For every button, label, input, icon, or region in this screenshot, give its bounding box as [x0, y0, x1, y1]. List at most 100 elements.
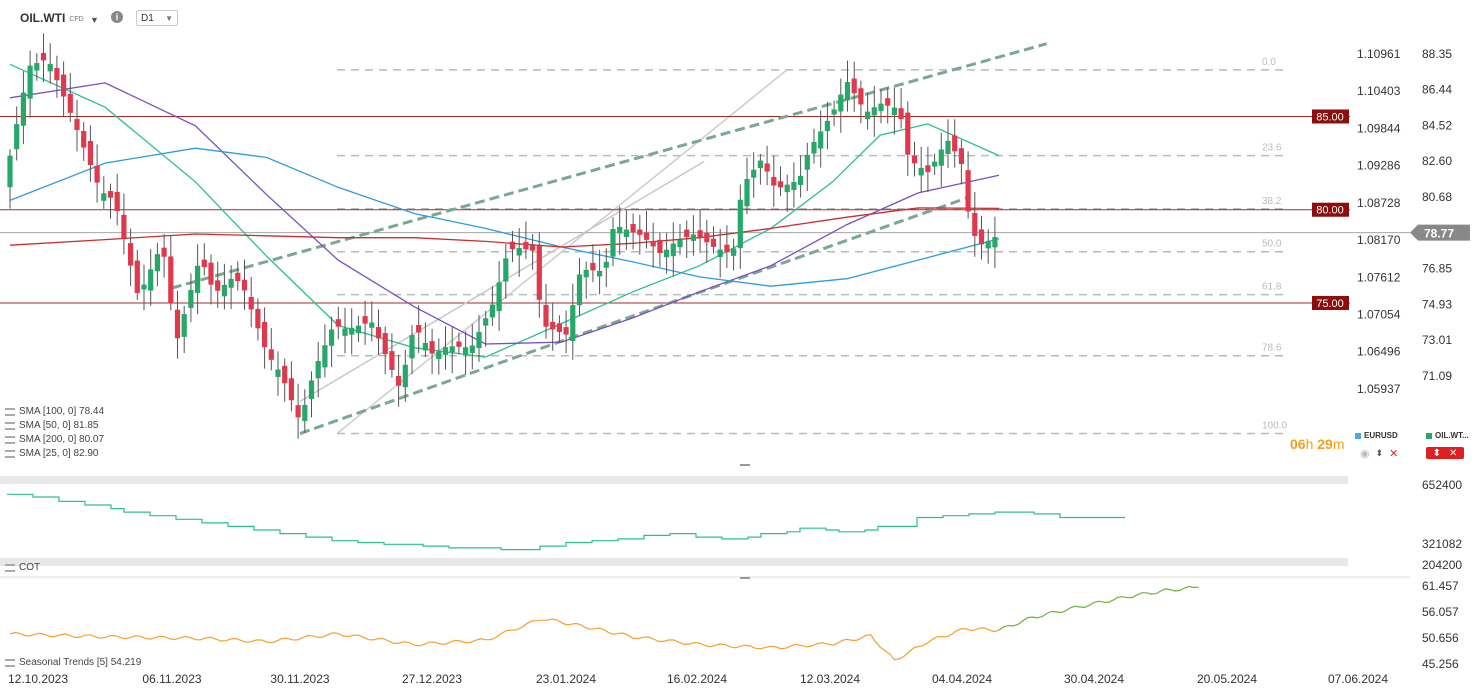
symbol-selector[interactable]: OIL.WTI CFD	[20, 8, 84, 28]
price-axis-tick: 74.93	[1422, 297, 1452, 311]
price-axis-tick: 76.85	[1422, 261, 1452, 275]
candle-up	[181, 314, 187, 337]
price-level-label: 80.00	[1316, 205, 1344, 217]
chevron-down-icon[interactable]: ▼	[90, 15, 99, 25]
candle-up	[811, 141, 817, 154]
candle-down	[630, 223, 636, 233]
close-icon[interactable]: ✕	[1389, 447, 1399, 460]
fib-level-label: 61.8	[1262, 282, 1282, 293]
legend-label: SMA [100, 0] 78.44	[19, 406, 105, 417]
fib-level-label: 50.0	[1262, 239, 1282, 250]
candle-down	[235, 272, 241, 282]
candle-up	[670, 243, 676, 257]
candle-up	[329, 329, 335, 346]
time-axis-tick: 20.05.2024	[1197, 672, 1257, 686]
candle-down	[396, 376, 402, 386]
menu-icon	[5, 658, 15, 667]
candle-up	[275, 369, 281, 377]
timeframe-value: D1	[141, 12, 154, 24]
cot-panel-header-bar	[0, 476, 1348, 484]
sort-icon[interactable]: ⬍	[1375, 447, 1384, 458]
candle-up	[717, 249, 723, 258]
seasonal-axis-tick: 45.256	[1422, 657, 1459, 671]
candle-up	[878, 103, 884, 112]
candle-down	[382, 333, 388, 355]
candle-down	[905, 112, 911, 155]
panel-label-cot[interactable]: COT	[5, 561, 40, 574]
eurusd-axis-tick: 1.07054	[1357, 307, 1401, 321]
candle-down	[650, 240, 656, 247]
fib-level-label: 38.2	[1262, 196, 1282, 207]
candle-up	[228, 278, 234, 288]
panel-label-seasonal[interactable]: Seasonal Trends [5] 54.219	[5, 656, 141, 669]
menu-icon	[5, 563, 15, 572]
candle-down	[268, 349, 274, 360]
time-axis-tick: 30.11.2023	[270, 672, 329, 686]
eurusd-axis-tick: 1.10403	[1357, 84, 1401, 98]
candle-down	[643, 232, 650, 240]
candle-down	[87, 141, 93, 166]
sma-line	[9, 147, 1000, 287]
color-swatch	[1426, 432, 1432, 439]
candle-up	[664, 249, 670, 258]
cot-panel-footer-bar	[0, 558, 1348, 566]
candle-up	[503, 258, 509, 282]
candle-down	[684, 229, 690, 238]
time-axis-tick: 30.04.2024	[1064, 672, 1124, 686]
candle-up	[744, 178, 750, 207]
time-axis-tick: 04.04.2024	[932, 672, 992, 686]
oil-controls-box[interactable]: ⬍ ✕	[1426, 447, 1464, 459]
legend-sma50[interactable]: SMA [50, 0] 81.85	[5, 419, 99, 432]
candle-up	[7, 155, 13, 188]
eurusd-axis-tick: 1.10961	[1357, 47, 1401, 61]
instrument-type: CFD	[69, 16, 84, 23]
candle-down	[94, 165, 100, 183]
fib-level-label: 23.6	[1262, 143, 1282, 154]
candle-down	[362, 316, 368, 324]
candle-up	[831, 109, 837, 115]
candle-up	[141, 284, 147, 290]
candle-up	[791, 182, 797, 191]
candle-up	[751, 169, 757, 178]
series-tag-eurusd[interactable]: EURUSD	[1355, 431, 1398, 440]
time-axis-tick: 23.01.2024	[536, 672, 596, 686]
candle-down	[282, 365, 288, 384]
eurusd-axis-tick: 1.08728	[1357, 196, 1401, 210]
timeframe-select[interactable]: D1 ▼	[136, 10, 178, 26]
candle-up	[409, 335, 415, 359]
candle-up	[690, 234, 696, 241]
candle-up	[469, 345, 475, 353]
candle-up	[315, 360, 321, 379]
candle-down	[858, 88, 864, 105]
series-tag-oil[interactable]: OIL.WT...	[1426, 431, 1469, 440]
price-level-label: 75.00	[1316, 298, 1344, 310]
candle-up	[355, 325, 361, 334]
panel-label: COT	[19, 562, 41, 573]
fib-level-label: 100.0	[1262, 421, 1287, 432]
info-icon[interactable]: i	[111, 11, 123, 23]
price-axis-tick: 73.01	[1422, 333, 1452, 347]
candle-down	[777, 181, 784, 188]
candle-down	[911, 155, 918, 164]
candle-down	[389, 351, 395, 370]
candle-down	[255, 308, 261, 329]
price-axis-tick: 71.09	[1422, 369, 1452, 383]
fib-level-label: 0.0	[1262, 57, 1276, 68]
candle-down	[965, 170, 971, 212]
price-level-badge	[1312, 202, 1349, 217]
time-axis-tick: 07.06.2024	[1328, 672, 1388, 686]
legend-sma200[interactable]: SMA [200, 0] 80.07	[5, 433, 104, 446]
countdown-unit: m	[1332, 436, 1345, 452]
close-icon[interactable]: ✕	[1449, 447, 1458, 459]
legend-sma25[interactable]: SMA [25, 0] 82.90	[5, 447, 99, 460]
candle-up	[322, 345, 328, 368]
candle-up	[101, 193, 107, 201]
candle-up	[865, 111, 871, 120]
legend-sma100[interactable]: SMA [100, 0] 78.44	[5, 405, 104, 418]
candle-up	[308, 380, 315, 400]
eye-icon[interactable]: ◉	[1360, 447, 1370, 460]
candle-up	[784, 184, 790, 193]
candle-down	[208, 262, 214, 285]
sort-icon[interactable]: ⬍	[1432, 447, 1441, 459]
